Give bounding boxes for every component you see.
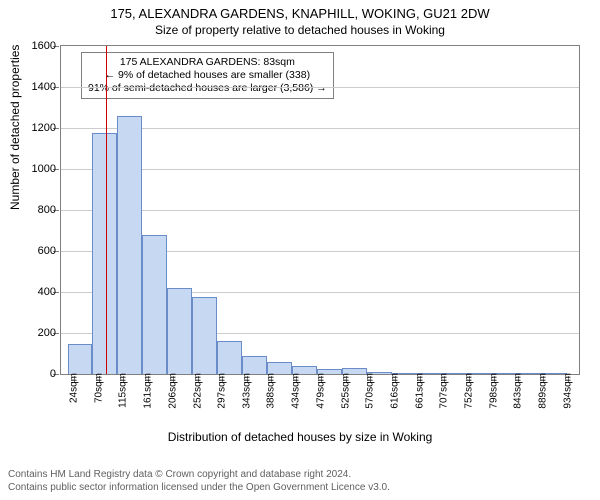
x-tick-label: 752sqm (463, 373, 474, 409)
grid-line (61, 87, 579, 88)
x-tick-label: 434sqm (291, 373, 302, 409)
x-tick-label: 252sqm (192, 373, 203, 409)
x-tick-label: 24sqm (69, 373, 80, 403)
x-tick-label: 934sqm (562, 373, 573, 409)
x-tick-label: 479sqm (315, 373, 326, 409)
histogram-bar (117, 116, 142, 374)
plot-area: 175 ALEXANDRA GARDENS: 83sqm ← 9% of det… (60, 45, 580, 375)
x-tick-label: 525sqm (340, 373, 351, 409)
y-tick-label: 200 (16, 327, 56, 339)
page-subtitle: Size of property relative to detached ho… (0, 21, 600, 37)
x-tick-label: 889sqm (538, 373, 549, 409)
annotation-box: 175 ALEXANDRA GARDENS: 83sqm ← 9% of det… (81, 52, 334, 99)
x-tick-label: 161sqm (143, 373, 154, 409)
x-tick-label: 388sqm (266, 373, 277, 409)
y-tick-label: 400 (16, 286, 56, 298)
x-tick-label: 343sqm (242, 373, 253, 409)
x-tick-label: 843sqm (513, 373, 524, 409)
x-tick-label: 570sqm (365, 373, 376, 409)
histogram-bar (242, 356, 267, 374)
x-tick-label: 206sqm (167, 373, 178, 409)
x-axis-title: Distribution of detached houses by size … (0, 430, 600, 444)
reference-line (106, 46, 107, 374)
annotation-line-2: ← 9% of detached houses are smaller (338… (88, 69, 327, 82)
y-tick-label: 1000 (16, 163, 56, 175)
histogram-bar (217, 341, 242, 374)
footer-line-2: Contains public sector information licen… (8, 482, 390, 495)
histogram-bar (142, 235, 167, 374)
histogram-bar (167, 288, 192, 374)
y-tick-label: 800 (16, 204, 56, 216)
y-tick-label: 600 (16, 245, 56, 257)
histogram-bar (68, 344, 93, 374)
chart-container: 175, ALEXANDRA GARDENS, KNAPHILL, WOKING… (0, 0, 600, 500)
histogram-bar (92, 133, 117, 374)
y-tick-label: 0 (16, 368, 56, 380)
y-tick-label: 1400 (16, 81, 56, 93)
x-tick-label: 616sqm (390, 373, 401, 409)
annotation-line-1: 175 ALEXANDRA GARDENS: 83sqm (88, 56, 327, 69)
annotation-line-3: 91% of semi-detached houses are larger (… (88, 82, 327, 95)
x-tick-label: 115sqm (118, 373, 129, 408)
footer-line-1: Contains HM Land Registry data © Crown c… (8, 469, 390, 482)
x-tick-label: 798sqm (488, 373, 499, 409)
page-title: 175, ALEXANDRA GARDENS, KNAPHILL, WOKING… (0, 0, 600, 21)
footer: Contains HM Land Registry data © Crown c… (8, 469, 390, 494)
x-tick-label: 297sqm (217, 373, 228, 409)
x-tick-label: 661sqm (414, 373, 425, 409)
histogram-bar (192, 297, 217, 374)
y-tick-label: 1600 (16, 40, 56, 52)
x-tick-label: 70sqm (93, 373, 104, 403)
y-tick-label: 1200 (16, 122, 56, 134)
x-tick-label: 707sqm (439, 373, 450, 409)
